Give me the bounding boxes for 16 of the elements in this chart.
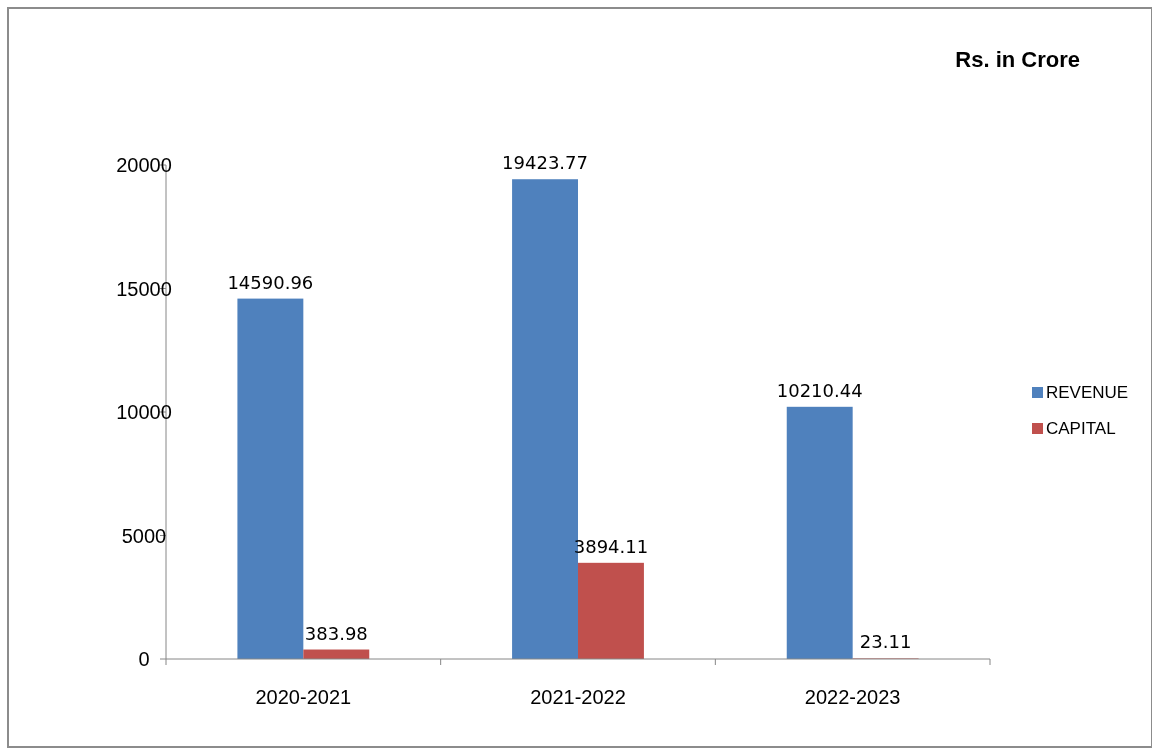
x-tick-label: 2021-2022 — [530, 686, 626, 708]
y-tick-label: 15000 — [116, 277, 172, 300]
data-label: 23.11 — [859, 631, 912, 653]
data-label: 10210.44 — [776, 379, 863, 401]
x-tick-label: 2022-2023 — [804, 686, 901, 708]
y-tick-label: 0 — [138, 648, 150, 670]
legend-label: REVENUE — [1046, 383, 1129, 402]
text: Rs. in Crore — [955, 47, 1080, 72]
y-tick-label: 5000 — [121, 524, 167, 547]
y-tick-label: 10000 — [116, 401, 172, 423]
y-tick-label: 20000 — [116, 154, 172, 176]
legend-label: CAPITAL — [1046, 419, 1116, 438]
x-tick-label: 2020-2021 — [255, 686, 352, 708]
data-label: 383.98 — [304, 622, 368, 644]
data-label: 14590.96 — [227, 271, 314, 293]
data-label: 19423.77 — [502, 152, 588, 174]
